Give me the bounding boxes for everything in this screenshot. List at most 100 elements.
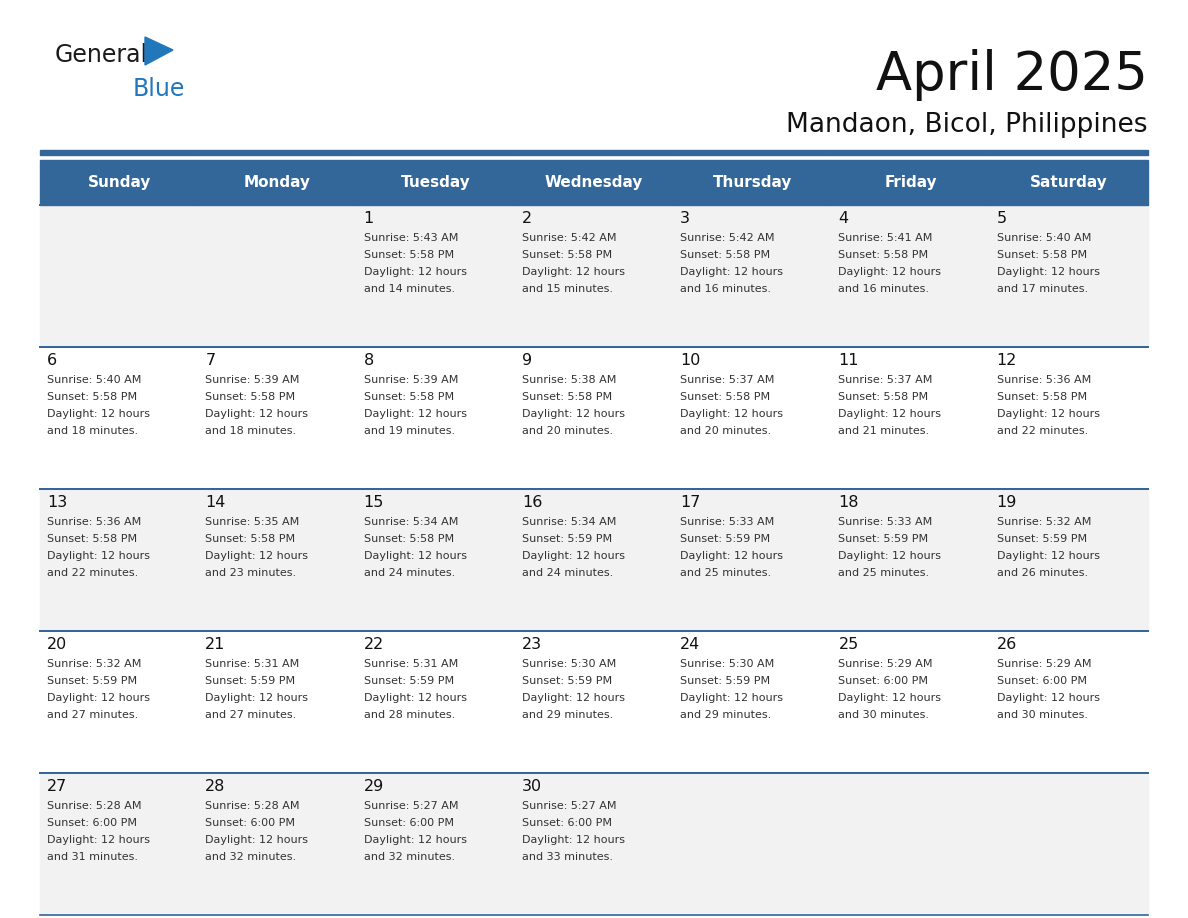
Bar <box>198 347 356 489</box>
Bar <box>356 347 514 489</box>
Text: 6: 6 <box>48 353 57 368</box>
Text: Daylight: 12 hours: Daylight: 12 hours <box>48 409 150 419</box>
Bar <box>40 160 198 205</box>
Text: and 33 minutes.: and 33 minutes. <box>522 852 613 862</box>
Text: and 25 minutes.: and 25 minutes. <box>839 568 929 578</box>
Text: 29: 29 <box>364 779 384 794</box>
Text: and 30 minutes.: and 30 minutes. <box>997 710 1088 720</box>
Bar <box>514 160 674 205</box>
Text: and 30 minutes.: and 30 minutes. <box>839 710 929 720</box>
Text: 27: 27 <box>48 779 68 794</box>
Text: and 32 minutes.: and 32 minutes. <box>206 852 297 862</box>
Text: Sunset: 6:00 PM: Sunset: 6:00 PM <box>48 818 137 828</box>
Text: Sunset: 5:58 PM: Sunset: 5:58 PM <box>997 392 1087 402</box>
Text: 2: 2 <box>522 211 532 226</box>
Text: Daylight: 12 hours: Daylight: 12 hours <box>206 835 308 845</box>
Text: Sunrise: 5:37 AM: Sunrise: 5:37 AM <box>839 375 933 385</box>
Text: and 27 minutes.: and 27 minutes. <box>206 710 297 720</box>
Text: Daylight: 12 hours: Daylight: 12 hours <box>364 551 467 561</box>
Bar <box>40 489 198 631</box>
Text: and 19 minutes.: and 19 minutes. <box>364 426 455 436</box>
Text: Sunset: 5:59 PM: Sunset: 5:59 PM <box>839 534 929 544</box>
Bar <box>674 160 832 205</box>
Text: Daylight: 12 hours: Daylight: 12 hours <box>48 551 150 561</box>
Text: Sunrise: 5:28 AM: Sunrise: 5:28 AM <box>206 801 299 811</box>
Text: Sunrise: 5:39 AM: Sunrise: 5:39 AM <box>206 375 299 385</box>
Text: 16: 16 <box>522 495 542 510</box>
Text: Daylight: 12 hours: Daylight: 12 hours <box>681 551 783 561</box>
Text: Sunrise: 5:29 AM: Sunrise: 5:29 AM <box>997 659 1092 669</box>
Text: Tuesday: Tuesday <box>400 175 470 190</box>
Text: Sunrise: 5:39 AM: Sunrise: 5:39 AM <box>364 375 457 385</box>
Text: Sunset: 5:59 PM: Sunset: 5:59 PM <box>48 676 137 686</box>
Text: Saturday: Saturday <box>1030 175 1107 190</box>
Text: Sunrise: 5:40 AM: Sunrise: 5:40 AM <box>997 233 1091 243</box>
Text: 28: 28 <box>206 779 226 794</box>
Text: Sunset: 6:00 PM: Sunset: 6:00 PM <box>206 818 296 828</box>
Text: Daylight: 12 hours: Daylight: 12 hours <box>206 409 308 419</box>
Bar <box>40 150 1148 155</box>
Text: 15: 15 <box>364 495 384 510</box>
Text: Daylight: 12 hours: Daylight: 12 hours <box>997 693 1100 703</box>
Bar <box>674 489 832 631</box>
Text: Sunset: 5:58 PM: Sunset: 5:58 PM <box>839 250 929 260</box>
Text: and 25 minutes.: and 25 minutes. <box>681 568 771 578</box>
Text: Sunset: 5:58 PM: Sunset: 5:58 PM <box>364 392 454 402</box>
Text: Sunset: 5:59 PM: Sunset: 5:59 PM <box>997 534 1087 544</box>
Text: 7: 7 <box>206 353 215 368</box>
Bar <box>198 205 356 347</box>
Text: Daylight: 12 hours: Daylight: 12 hours <box>681 409 783 419</box>
Text: Sunrise: 5:42 AM: Sunrise: 5:42 AM <box>681 233 775 243</box>
Text: Daylight: 12 hours: Daylight: 12 hours <box>839 693 941 703</box>
Text: Daylight: 12 hours: Daylight: 12 hours <box>48 835 150 845</box>
Text: and 24 minutes.: and 24 minutes. <box>522 568 613 578</box>
Text: Sunset: 5:58 PM: Sunset: 5:58 PM <box>364 534 454 544</box>
Text: 17: 17 <box>681 495 701 510</box>
Text: Sunrise: 5:43 AM: Sunrise: 5:43 AM <box>364 233 457 243</box>
Bar <box>674 205 832 347</box>
Text: Sunset: 6:00 PM: Sunset: 6:00 PM <box>997 676 1087 686</box>
Bar <box>990 160 1148 205</box>
Text: and 20 minutes.: and 20 minutes. <box>522 426 613 436</box>
Text: 20: 20 <box>48 637 68 652</box>
Text: 24: 24 <box>681 637 701 652</box>
Text: 9: 9 <box>522 353 532 368</box>
Text: 23: 23 <box>522 637 542 652</box>
Text: Sunrise: 5:27 AM: Sunrise: 5:27 AM <box>522 801 617 811</box>
Text: Sunrise: 5:36 AM: Sunrise: 5:36 AM <box>997 375 1091 385</box>
Text: Sunrise: 5:29 AM: Sunrise: 5:29 AM <box>839 659 933 669</box>
Bar <box>832 205 990 347</box>
Text: 21: 21 <box>206 637 226 652</box>
Bar <box>198 773 356 915</box>
Text: 8: 8 <box>364 353 374 368</box>
Bar <box>990 347 1148 489</box>
Bar <box>990 773 1148 915</box>
Text: 14: 14 <box>206 495 226 510</box>
Text: Sunrise: 5:32 AM: Sunrise: 5:32 AM <box>997 517 1091 527</box>
Text: Sunset: 5:59 PM: Sunset: 5:59 PM <box>206 676 296 686</box>
Text: Mandaon, Bicol, Philippines: Mandaon, Bicol, Philippines <box>786 112 1148 138</box>
Text: Sunset: 5:58 PM: Sunset: 5:58 PM <box>206 392 296 402</box>
Text: Sunrise: 5:33 AM: Sunrise: 5:33 AM <box>681 517 775 527</box>
Bar <box>40 631 198 773</box>
Text: and 29 minutes.: and 29 minutes. <box>522 710 613 720</box>
Text: Daylight: 12 hours: Daylight: 12 hours <box>997 267 1100 277</box>
Text: Daylight: 12 hours: Daylight: 12 hours <box>681 267 783 277</box>
Text: 4: 4 <box>839 211 848 226</box>
Text: 11: 11 <box>839 353 859 368</box>
Text: Sunrise: 5:28 AM: Sunrise: 5:28 AM <box>48 801 141 811</box>
Text: Friday: Friday <box>884 175 937 190</box>
Bar <box>356 489 514 631</box>
Bar <box>990 205 1148 347</box>
Bar <box>990 489 1148 631</box>
Bar <box>674 773 832 915</box>
Text: Sunrise: 5:31 AM: Sunrise: 5:31 AM <box>364 659 457 669</box>
Text: Sunset: 5:58 PM: Sunset: 5:58 PM <box>681 392 770 402</box>
Text: and 27 minutes.: and 27 minutes. <box>48 710 138 720</box>
Text: Daylight: 12 hours: Daylight: 12 hours <box>364 835 467 845</box>
Text: Sunrise: 5:32 AM: Sunrise: 5:32 AM <box>48 659 141 669</box>
Bar <box>832 773 990 915</box>
Bar <box>514 489 674 631</box>
Text: Sunset: 5:58 PM: Sunset: 5:58 PM <box>48 534 137 544</box>
Text: April 2025: April 2025 <box>876 49 1148 101</box>
